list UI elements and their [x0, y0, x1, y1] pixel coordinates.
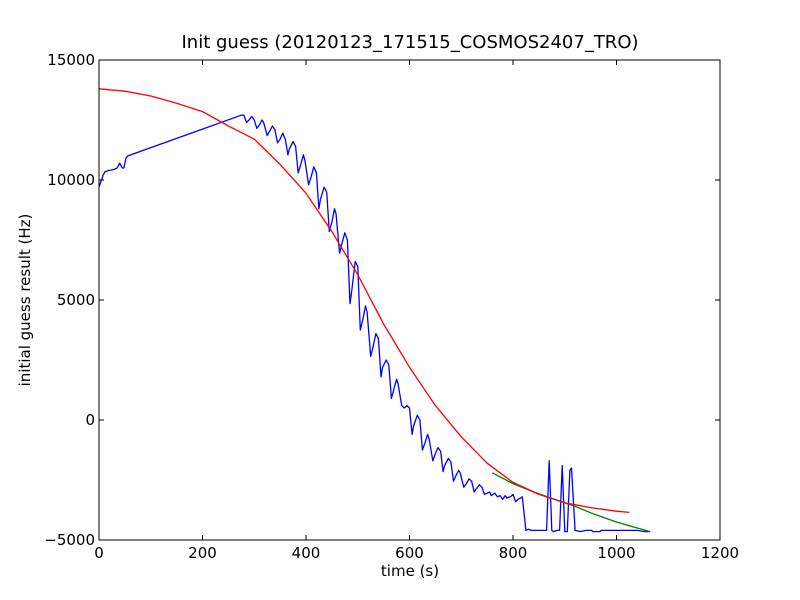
- y-tick-label: −5000: [44, 531, 95, 549]
- x-tick-label: 1200: [701, 544, 739, 562]
- chart-title: Init guess (20120123_171515_COSMOS2407_T…: [181, 32, 638, 53]
- plot-frame: [98, 59, 721, 541]
- x-tick-label: 0: [94, 544, 104, 562]
- y-tick-label: 0: [85, 411, 95, 429]
- series-line-2: [98, 88, 630, 514]
- x-axis-label: time (s): [381, 562, 439, 580]
- x-tick-label: 800: [499, 544, 528, 562]
- ticks-layer: 0 200 400 600 800 1000 1200−500005000100001500…: [44, 51, 739, 562]
- y-axis-label: initial guess result (Hz): [16, 214, 34, 387]
- x-tick-label: 1000: [597, 544, 635, 562]
- series-layer: [98, 88, 651, 533]
- series-line-1: [491, 472, 651, 533]
- series-line-0: [98, 114, 651, 533]
- x-tick-label: 400: [292, 544, 321, 562]
- x-tick-label: 200: [188, 544, 217, 562]
- y-tick-label: 5000: [57, 291, 95, 309]
- x-tick-label: 600: [395, 544, 424, 562]
- y-tick-label: 10000: [47, 171, 95, 189]
- y-tick-label: 15000: [47, 51, 95, 69]
